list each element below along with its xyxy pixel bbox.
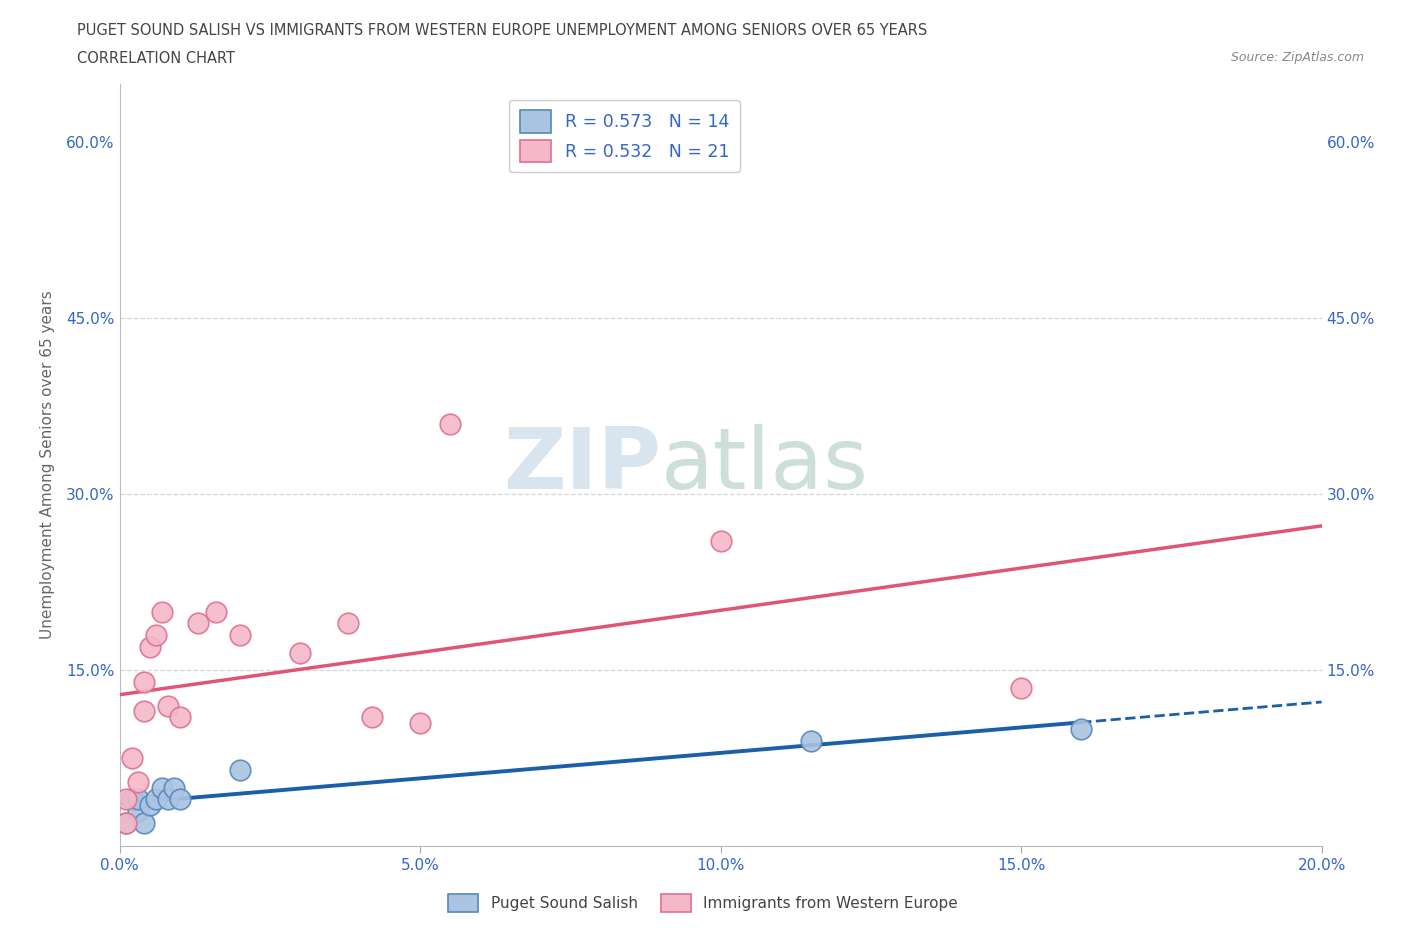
Point: [439, 417, 461, 432]
Point: [709, 534, 731, 549]
Point: [156, 792, 179, 807]
Point: [187, 616, 209, 631]
Point: [127, 775, 149, 790]
Legend: R = 0.573   N = 14, R = 0.532   N = 21: R = 0.573 N = 14, R = 0.532 N = 21: [509, 100, 740, 172]
Point: [114, 816, 136, 830]
Text: PUGET SOUND SALISH VS IMMIGRANTS FROM WESTERN EUROPE UNEMPLOYMENT AMONG SENIORS : PUGET SOUND SALISH VS IMMIGRANTS FROM WE…: [77, 23, 928, 38]
Point: [132, 816, 155, 830]
Point: [409, 716, 432, 731]
Point: [132, 704, 155, 719]
Point: [169, 792, 191, 807]
Point: [156, 698, 179, 713]
Point: [288, 645, 311, 660]
Point: [150, 780, 173, 795]
Point: [132, 674, 155, 689]
Text: ZIP: ZIP: [503, 423, 661, 507]
Point: [800, 733, 823, 748]
Point: [114, 792, 136, 807]
Point: [121, 792, 143, 807]
Point: [138, 798, 160, 813]
Point: [145, 792, 167, 807]
Point: [145, 628, 167, 643]
Point: [1010, 681, 1032, 696]
Point: [150, 604, 173, 619]
Point: [204, 604, 226, 619]
Point: [228, 763, 252, 777]
Point: [162, 780, 184, 795]
Point: [127, 804, 149, 818]
Point: [121, 751, 143, 765]
Point: [228, 628, 252, 643]
Point: [361, 710, 384, 724]
Point: [1070, 722, 1092, 737]
Legend: Puget Sound Salish, Immigrants from Western Europe: Puget Sound Salish, Immigrants from West…: [441, 888, 965, 918]
Text: Source: ZipAtlas.com: Source: ZipAtlas.com: [1230, 51, 1364, 64]
Point: [169, 710, 191, 724]
Text: CORRELATION CHART: CORRELATION CHART: [77, 51, 235, 66]
Point: [336, 616, 359, 631]
Y-axis label: Unemployment Among Seniors over 65 years: Unemployment Among Seniors over 65 years: [39, 291, 55, 640]
Point: [114, 816, 136, 830]
Text: atlas: atlas: [661, 423, 869, 507]
Point: [127, 792, 149, 807]
Point: [138, 640, 160, 655]
